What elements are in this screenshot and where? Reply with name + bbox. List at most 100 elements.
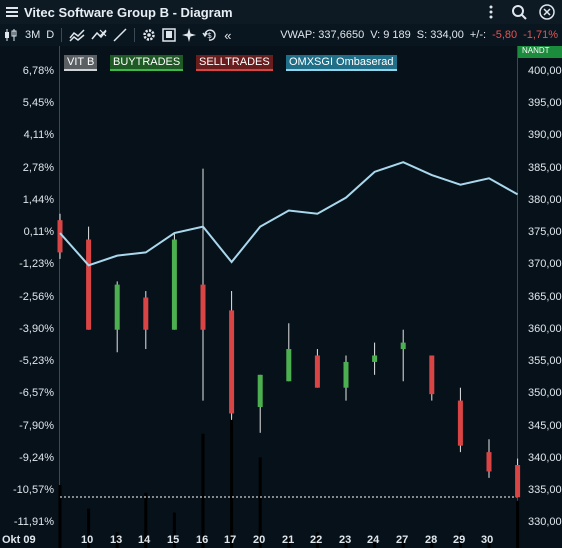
chart-background bbox=[0, 46, 562, 548]
right-axis-tick: 350,00 bbox=[528, 387, 562, 399]
gear-icon[interactable] bbox=[139, 24, 159, 46]
candle-body bbox=[86, 239, 92, 330]
candlestick bbox=[286, 323, 292, 382]
x-axis-tick: 20 bbox=[253, 534, 266, 546]
right-axis-tick: 340,00 bbox=[528, 452, 562, 464]
x-axis-tick: 15 bbox=[167, 534, 180, 546]
crosshair-icon[interactable] bbox=[179, 24, 199, 46]
search-settings-icon[interactable] bbox=[510, 3, 528, 21]
volume-bar bbox=[172, 512, 176, 548]
price-chart[interactable] bbox=[0, 46, 562, 548]
x-axis-tick: 27 bbox=[396, 534, 409, 546]
candle-body bbox=[286, 349, 292, 382]
candlestick bbox=[400, 329, 406, 382]
right-axis-tag bbox=[518, 46, 562, 58]
period-button[interactable]: 3M bbox=[25, 29, 41, 41]
volume-bar bbox=[287, 536, 291, 548]
candlestick bbox=[143, 291, 149, 350]
left-axis-tick: -2,56% bbox=[19, 291, 54, 303]
x-axis-tick: 21 bbox=[282, 534, 295, 546]
candlestick bbox=[257, 374, 263, 433]
candle-body bbox=[372, 355, 378, 362]
volume-bar bbox=[373, 540, 377, 548]
volume-bars bbox=[58, 418, 520, 548]
x-axis-tick: 29 bbox=[453, 534, 466, 546]
x-axis-tick: 22 bbox=[310, 534, 323, 546]
right-axis-tick: 335,00 bbox=[528, 484, 562, 496]
legend-item-selltrades[interactable]: SELLTRADES bbox=[196, 55, 273, 71]
chart-toolbar: 3M D $ « VWAP: 337,6650 V: 9 189 S: 334,… bbox=[0, 24, 562, 46]
last-price: S: 334,00 bbox=[416, 29, 464, 41]
left-axis-tick: -1,23% bbox=[19, 258, 54, 270]
candlestick bbox=[86, 226, 92, 330]
x-axis-tick: 24 bbox=[367, 534, 380, 546]
right-axis-tick: 400,00 bbox=[528, 65, 562, 77]
candlestick bbox=[200, 168, 206, 401]
candlestick-icon[interactable] bbox=[0, 24, 22, 46]
candlestick bbox=[429, 355, 435, 401]
menu-icon[interactable] bbox=[6, 7, 18, 17]
more-vertical-icon[interactable] bbox=[482, 3, 500, 21]
left-axis-tick: -6,57% bbox=[19, 387, 54, 399]
change-value: -5,80 bbox=[492, 29, 518, 41]
template-icon[interactable] bbox=[159, 24, 179, 46]
volume-bar bbox=[315, 532, 319, 548]
candle-body bbox=[486, 452, 492, 472]
candlestick bbox=[457, 387, 463, 453]
candle-body bbox=[200, 284, 206, 330]
legend-item-buytrades[interactable]: BUYTRADES bbox=[110, 55, 184, 71]
volume-bar bbox=[401, 540, 405, 548]
volume-bar bbox=[487, 536, 491, 548]
candle-body bbox=[114, 284, 120, 330]
right-axis-tick: 390,00 bbox=[528, 129, 562, 141]
left-axis-tick: -3,90% bbox=[19, 323, 54, 335]
indicator-icon[interactable] bbox=[66, 24, 88, 46]
right-axis-tick: 385,00 bbox=[528, 162, 562, 174]
candlestick bbox=[515, 458, 521, 498]
volume-bar bbox=[87, 508, 91, 548]
index-line bbox=[59, 161, 519, 267]
legend-item-vit-b[interactable]: VIT B bbox=[64, 55, 98, 71]
compare-icon[interactable] bbox=[88, 24, 110, 46]
candle-body bbox=[429, 355, 435, 395]
candlestick bbox=[486, 439, 492, 478]
volume-bar bbox=[458, 532, 462, 548]
candlestick bbox=[57, 213, 63, 259]
collapse-toolbar-button[interactable]: « bbox=[224, 27, 232, 43]
candle-body bbox=[143, 297, 149, 330]
left-axis-tick: -11,91% bbox=[13, 516, 54, 528]
legend-item-omxsgi[interactable]: OMXSGI Ombaserad bbox=[286, 55, 397, 71]
change-label: +/-: bbox=[469, 29, 487, 41]
right-axis-tick: 360,00 bbox=[528, 323, 562, 335]
candle-body bbox=[257, 374, 263, 408]
volume-bar bbox=[430, 540, 434, 548]
candle-body bbox=[457, 400, 463, 446]
left-axis-tick: 6,78% bbox=[22, 65, 54, 77]
volume-bar bbox=[516, 500, 520, 548]
candlestick bbox=[114, 281, 120, 353]
candlestick bbox=[171, 233, 177, 330]
close-icon[interactable] bbox=[538, 3, 556, 21]
x-axis-tick: 23 bbox=[339, 534, 352, 546]
candle-body bbox=[400, 342, 406, 350]
x-axis-tick: 10 bbox=[81, 534, 94, 546]
left-axis-tick: 0,11% bbox=[23, 226, 54, 238]
x-axis-tick: 30 bbox=[481, 534, 494, 546]
svg-text:$: $ bbox=[207, 31, 212, 40]
vwap-value: VWAP: 337,6650 bbox=[280, 29, 365, 41]
right-axis-tick: 370,00 bbox=[528, 258, 562, 270]
volume-bar bbox=[230, 418, 234, 548]
volume-bar bbox=[258, 457, 262, 548]
x-axis-tick: 14 bbox=[138, 534, 151, 546]
toolbar-divider bbox=[61, 28, 63, 42]
right-axis-tag-label: NANDT bbox=[522, 46, 550, 55]
left-axis-tick: 1,44% bbox=[22, 194, 54, 206]
draw-line-icon[interactable] bbox=[110, 24, 130, 46]
right-axis-tick: 355,00 bbox=[528, 355, 562, 367]
volume-value: V: 9 189 bbox=[370, 29, 411, 41]
interval-button[interactable]: D bbox=[46, 29, 55, 41]
candle-body bbox=[171, 239, 177, 330]
currency-refresh-icon[interactable]: $ bbox=[199, 24, 221, 46]
right-axis-tick: 395,00 bbox=[528, 97, 562, 109]
right-axis-tick: 345,00 bbox=[528, 420, 562, 432]
